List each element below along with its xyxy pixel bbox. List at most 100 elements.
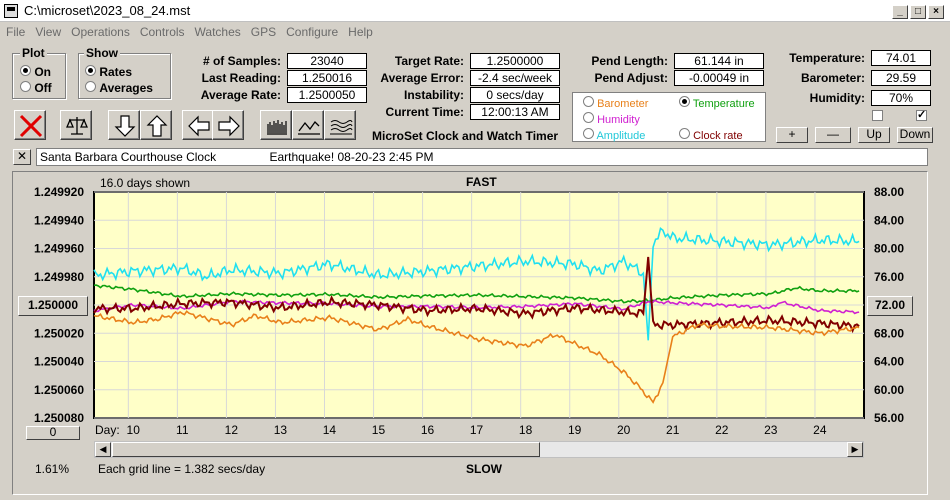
samples-label: # of Samples: xyxy=(202,54,281,68)
radio-icon xyxy=(583,128,594,139)
clear-note-button[interactable]: ✕ xyxy=(13,149,31,165)
left-tick-label: 1.250040 xyxy=(34,355,84,369)
x-tick-label: 16 xyxy=(421,423,435,437)
scroll-left-button[interactable]: ◀ xyxy=(95,442,111,457)
up-arrow-button[interactable] xyxy=(140,110,172,140)
close-button[interactable]: × xyxy=(928,5,944,19)
minimize-button[interactable]: _ xyxy=(892,5,908,19)
arrow-up-icon xyxy=(146,115,168,137)
barometer-field: 29.59 xyxy=(871,70,931,86)
left-arrow-button[interactable] xyxy=(182,110,214,140)
menu-view[interactable]: View xyxy=(35,25,62,39)
menu-gps[interactable]: GPS xyxy=(250,25,277,39)
stop-button[interactable] xyxy=(14,110,46,140)
target-rate-field[interactable]: 1.2500000 xyxy=(470,53,560,69)
x-axis-prefix: Day: xyxy=(95,423,120,437)
x-axis-ticks: Day: 10 11 12 13 14 15 16 17 18 19 20 21 22 23 24 xyxy=(95,423,827,437)
center-value-button[interactable]: 1.250000 xyxy=(18,296,88,316)
line-view-button[interactable] xyxy=(292,110,324,140)
left-tick-label: 1.249920 xyxy=(34,185,84,199)
down-button[interactable]: Down xyxy=(897,127,933,143)
option-barometer[interactable]: Barometer xyxy=(583,96,648,110)
bars-view-button[interactable] xyxy=(260,110,292,140)
humidity-field: 70% xyxy=(871,90,931,106)
average-error-field: -2.4 sec/week xyxy=(470,70,560,86)
series-line-barometer xyxy=(93,310,860,404)
temperature-label: Temperature: xyxy=(789,51,865,65)
option-clock-rate[interactable]: Clock rate xyxy=(679,128,743,142)
percent-label: 1.61% xyxy=(35,462,70,476)
wave-view-button[interactable] xyxy=(324,110,356,140)
x-tick-label: 22 xyxy=(715,423,729,437)
right-center-button[interactable]: 72.00 xyxy=(867,296,913,316)
temperature-field: 74.01 xyxy=(871,50,931,66)
plus-button[interactable]: + xyxy=(776,127,808,143)
x-tick-label: 18 xyxy=(519,423,533,437)
radio-icon xyxy=(679,96,690,107)
current-time-field: 12:00:13 AM xyxy=(470,104,560,120)
menu-configure[interactable]: Configure xyxy=(286,25,339,39)
menu-controls[interactable]: Controls xyxy=(139,25,185,39)
grid-note: Each grid line = 1.382 secs/day xyxy=(98,462,266,476)
scale-icon xyxy=(66,117,88,135)
down-arrow-button[interactable] xyxy=(108,110,140,140)
right-axis-ticks: 88.00 84.00 80.00 76.00 68.00 64.00 60.00 56.00 xyxy=(874,185,904,425)
menu-help[interactable]: Help xyxy=(348,25,373,39)
clock-name: Santa Barbara Courthouse Clock xyxy=(40,150,217,164)
app-icon[interactable] xyxy=(4,4,18,18)
series-line-clock-rate xyxy=(93,256,860,334)
show-rates-radio[interactable]: Rates xyxy=(85,65,132,79)
right-tick-label: 68.00 xyxy=(874,326,904,340)
menu-file[interactable]: File xyxy=(6,25,26,39)
average-rate-label: Average Rate: xyxy=(200,88,281,102)
scroll-thumb[interactable] xyxy=(112,442,540,457)
menu-watches[interactable]: Watches xyxy=(194,25,241,39)
target-rate-label: Target Rate: xyxy=(394,54,464,68)
x-tick-label: 24 xyxy=(813,423,827,437)
show-averages-radio[interactable]: Averages xyxy=(85,81,153,95)
left-tick-label: 1.250060 xyxy=(34,383,84,397)
bar-graph-icon xyxy=(267,120,287,135)
up-button[interactable]: Up xyxy=(858,127,890,143)
pend-length-label: Pend Length: xyxy=(591,54,668,68)
arrow-down-icon xyxy=(114,115,136,137)
pend-length-field[interactable]: 61.144 in xyxy=(674,53,764,69)
scroll-right-button[interactable]: ▶ xyxy=(847,442,863,457)
option-temperature[interactable]: Temperature xyxy=(679,96,755,110)
balance-button[interactable] xyxy=(60,110,92,140)
right-tick-label: 60.00 xyxy=(874,383,904,397)
arrow-right-icon xyxy=(218,115,240,137)
plot-off-radio[interactable]: Off xyxy=(20,81,52,95)
checkbox-right[interactable] xyxy=(916,108,927,121)
plot-group-label: Plot xyxy=(20,46,47,60)
humidity-label: Humidity: xyxy=(809,91,865,105)
checkbox-left[interactable] xyxy=(872,110,883,121)
right-tick-label: 76.00 xyxy=(874,270,904,284)
menu-operations[interactable]: Operations xyxy=(71,25,130,39)
option-humidity[interactable]: Humidity xyxy=(583,112,640,126)
right-tick-label: 56.00 xyxy=(874,411,904,425)
maximize-button[interactable]: □ xyxy=(910,5,926,19)
left-axis-ticks: 1.249920 1.249940 1.249960 1.249980 1.250020… xyxy=(34,185,84,425)
fast-label: FAST xyxy=(466,175,497,189)
clock-note-field[interactable]: Santa Barbara Courthouse Clock Earthquak… xyxy=(36,148,928,166)
radio-icon xyxy=(85,81,96,92)
arrow-left-icon xyxy=(188,115,210,137)
instability-field: 0 secs/day xyxy=(470,87,560,103)
left-tick-label: 1.249940 xyxy=(34,213,84,227)
x-tick-label: 13 xyxy=(274,423,288,437)
option-amplitude[interactable]: Amplitude xyxy=(583,128,645,142)
minus-button[interactable]: — xyxy=(815,127,851,143)
x-tick-label: 21 xyxy=(666,423,680,437)
right-arrow-button[interactable] xyxy=(212,110,244,140)
average-error-label: Average Error: xyxy=(380,71,464,85)
left-tick-label: 1.250080 xyxy=(34,411,84,425)
bottom-zero-button[interactable]: 0 xyxy=(26,426,80,440)
x-tick-label: 17 xyxy=(470,423,484,437)
menu-bar: File View Operations Controls Watches GPS Conf… xyxy=(0,22,950,42)
plot-on-radio[interactable]: On xyxy=(20,65,51,79)
radio-icon xyxy=(20,81,31,92)
window-title: C:\microset\2023_08_24.mst xyxy=(24,3,191,18)
slow-label: SLOW xyxy=(466,462,502,476)
